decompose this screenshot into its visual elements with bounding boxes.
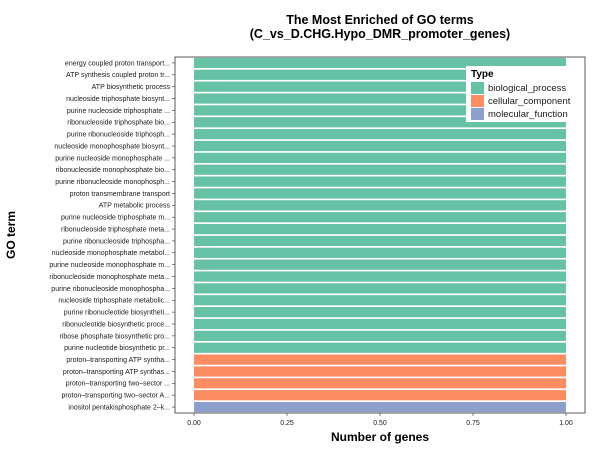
category-label: ribose phosphate biosynthetic pro... (59, 333, 170, 340)
x-tick-label: 0.00 (187, 420, 201, 427)
category-label: ribonucleotide biosynthetic proce... (62, 321, 170, 328)
category-label: purine nucleoside triphosphate ... (67, 108, 170, 115)
bar (194, 401, 566, 413)
bar (194, 212, 566, 223)
legend-label: biological_process (488, 83, 566, 94)
x-tick-label: 0.50 (373, 420, 387, 427)
category-label: ribonucleoside monophosphate bio... (56, 167, 170, 174)
legend-title: Type (471, 69, 494, 80)
bar (194, 235, 566, 247)
category-label: inositol pentakisphosphate 2–k... (68, 404, 170, 411)
bar (194, 223, 566, 235)
category-label: proton–transporting two–sector A... (61, 393, 170, 400)
category-label: purine nucleotide biosynthetic pr... (64, 345, 170, 352)
category-label: purine nucleoside monophosphate ... (55, 155, 170, 162)
bar (194, 342, 566, 353)
legend-swatch (471, 108, 484, 120)
category-label: ribonucleoside triphosphate meta... (61, 226, 170, 233)
legend-label: molecular_function (488, 109, 568, 120)
category-label: proton–transporting ATP synthas... (63, 369, 170, 376)
bar (194, 81, 566, 92)
x-tick-label: 0.25 (280, 420, 294, 427)
category-label: purine nucleoside triphosphate m... (61, 215, 170, 222)
category-label: purine ribonucleoside triphospha... (63, 238, 170, 245)
bar (194, 271, 566, 282)
category-label: ATP metabolic process (99, 203, 171, 210)
category-label: purine ribonucleoside monophospha... (51, 286, 170, 293)
category-label: purine ribonucleotide biosyntheti... (64, 310, 170, 317)
bar (194, 366, 566, 377)
bar (194, 318, 566, 330)
category-label: ribonucleoside triphosphate bio... (67, 120, 170, 127)
category-label: proton–transporting ATP syntha... (66, 357, 170, 364)
category-label: nucleoside monophosphate metabol... (52, 250, 170, 257)
legend-label: cellular_component (488, 96, 571, 107)
category-label: energy coupled proton transport... (65, 60, 170, 67)
bar (194, 129, 566, 140)
bar (194, 57, 566, 69)
x-axis-title: Number of genes (331, 430, 429, 444)
legend: Type biological_process cellular_component… (466, 66, 584, 122)
bar (194, 140, 566, 152)
bar (194, 152, 566, 163)
category-label: purine ribonucleoside triphosph... (67, 132, 170, 139)
chart-title-line-1: The Most Enriched of GO terms (286, 13, 474, 27)
bar (194, 93, 566, 104)
bar (194, 105, 566, 116)
category-label: proton–transporting two–sector ... (66, 381, 170, 388)
legend-background (466, 66, 584, 122)
category-label: purine nucleoside monophosphate m... (49, 262, 170, 269)
bar (194, 117, 566, 128)
legend-swatch (471, 82, 484, 94)
legend-swatch (471, 95, 484, 107)
bar (194, 378, 566, 389)
y-axis-title: GO term (4, 211, 18, 259)
bar (194, 200, 566, 211)
category-label: ATP biosynthetic process (92, 84, 171, 91)
bar (194, 69, 566, 80)
bar (194, 354, 566, 365)
category-label: nucleoside monophosphate biosynt... (54, 143, 170, 150)
category-label: proton transmembrane transport (70, 191, 170, 198)
bar (194, 176, 566, 187)
bar (194, 295, 566, 306)
bar (194, 330, 566, 341)
bar (194, 390, 566, 401)
bar (194, 307, 566, 318)
category-label: nucleoside triphosphate metabolic... (58, 298, 170, 305)
category-label: ATP synthesis coupled proton tr... (66, 72, 170, 79)
bar (194, 283, 566, 294)
chart-title-line-2: (C_vs_D.CHG.Hypo_DMR_promoter_genes) (250, 27, 510, 41)
x-tick-label: 1.00 (559, 420, 573, 427)
bar (194, 259, 566, 270)
x-tick-label: 0.75 (466, 420, 480, 427)
category-label: ribonucleoside monophosphate meta... (49, 274, 170, 281)
bar (194, 247, 566, 258)
bar (194, 188, 566, 199)
bar (194, 164, 566, 175)
category-label: nucleoside triphosphate biosynt... (66, 96, 170, 103)
category-label: purine ribonucleoside monophosph... (55, 179, 170, 186)
